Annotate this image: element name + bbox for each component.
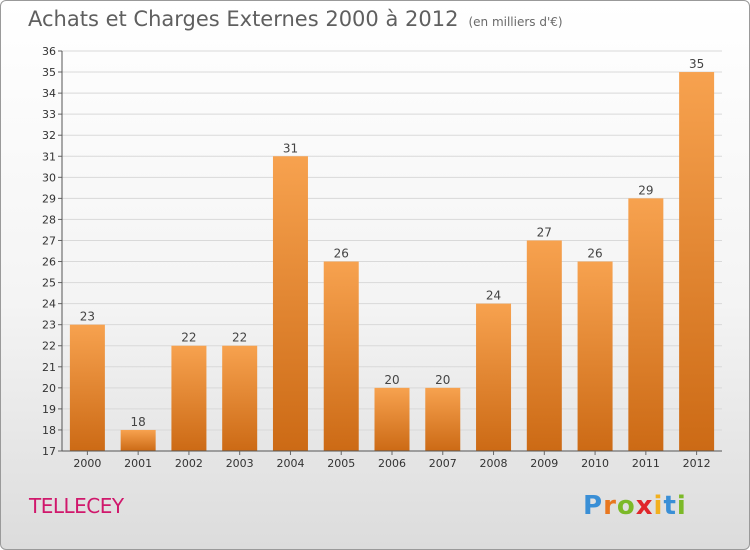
bar-value-label: 18	[131, 415, 146, 429]
bar	[577, 261, 613, 451]
bar	[272, 156, 308, 451]
y-tick-label: 31	[42, 150, 56, 163]
bar-value-label: 26	[587, 247, 602, 261]
logo-letter: t	[663, 491, 677, 521]
x-tick-label: 2007	[429, 457, 457, 470]
proxiti-logo: Proxiti	[583, 491, 687, 521]
x-tick-label: 2003	[226, 457, 254, 470]
bar	[526, 240, 562, 451]
y-tick-label: 26	[42, 256, 56, 269]
y-tick-label: 25	[42, 277, 56, 290]
bar-value-label: 26	[334, 247, 349, 261]
x-tick-label: 2006	[378, 457, 406, 470]
y-tick-label: 32	[42, 129, 56, 142]
logo-letter: o	[616, 491, 636, 521]
x-tick-label: 2001	[124, 457, 152, 470]
x-tick-label: 2010	[581, 457, 609, 470]
commune-name: TELLECEY	[29, 494, 124, 518]
x-tick-label: 2011	[632, 457, 660, 470]
bar	[120, 429, 156, 451]
bar-value-label: 31	[283, 141, 298, 155]
logo-letter: i	[653, 491, 664, 521]
bar	[628, 198, 664, 451]
y-tick-label: 28	[42, 213, 56, 226]
y-tick-label: 34	[42, 87, 56, 100]
x-tick-label: 2009	[530, 457, 558, 470]
bar-value-label: 20	[384, 373, 399, 387]
bar	[476, 303, 512, 451]
x-tick-label: 2002	[175, 457, 203, 470]
y-tick-label: 18	[42, 424, 56, 437]
x-tick-label: 2000	[73, 457, 101, 470]
logo-letter: P	[583, 491, 604, 521]
y-tick-label: 23	[42, 319, 56, 332]
y-tick-label: 30	[42, 171, 56, 184]
chart-title-text: Achats et Charges Externes 2000 à 2012	[28, 7, 459, 31]
y-tick-label: 36	[42, 45, 56, 58]
x-tick-label: 2008	[480, 457, 508, 470]
chart-subtitle: (en milliers d'€)	[468, 15, 563, 29]
y-tick-label: 21	[42, 361, 56, 374]
y-tick-label: 22	[42, 340, 56, 353]
y-tick-label: 20	[42, 382, 56, 395]
y-tick-label: 35	[42, 66, 56, 79]
bar-value-label: 29	[638, 183, 653, 197]
y-tick-label: 27	[42, 234, 56, 247]
logo-letter: r	[603, 491, 617, 521]
bar	[222, 345, 258, 451]
bar	[69, 324, 105, 451]
bar-value-label: 27	[537, 225, 552, 239]
bar	[171, 345, 207, 451]
x-tick-label: 2012	[683, 457, 711, 470]
bar-value-label: 35	[689, 57, 704, 71]
bar	[323, 261, 359, 451]
bar-value-label: 22	[181, 331, 196, 345]
logo-letter: i	[676, 491, 687, 521]
chart-title: Achats et Charges Externes 2000 à 2012 (e…	[28, 7, 563, 31]
y-tick-label: 17	[42, 445, 56, 458]
logo-letter: x	[635, 491, 654, 521]
x-tick-label: 2005	[327, 457, 355, 470]
bar	[374, 387, 410, 451]
bar	[679, 72, 715, 451]
axes: 17 18 19 20 21 22 23 24 25 26 27 28 29 30 31 32 33 34 35 36…	[42, 45, 722, 470]
bar-value-label: 23	[80, 310, 95, 324]
x-tick-label: 2004	[276, 457, 304, 470]
y-tick-label: 29	[42, 192, 56, 205]
y-tick-label: 33	[42, 108, 56, 121]
bar-value-label: 22	[232, 331, 247, 345]
bar-value-label: 20	[435, 373, 450, 387]
y-tick-label: 19	[42, 403, 56, 416]
value-labels: 23 18 22 22 31 26 20 20 24 27 26 29 35	[80, 57, 705, 429]
bar	[425, 387, 461, 451]
y-tick-label: 24	[42, 298, 56, 311]
bars	[69, 72, 715, 451]
bar-value-label: 24	[486, 289, 501, 303]
